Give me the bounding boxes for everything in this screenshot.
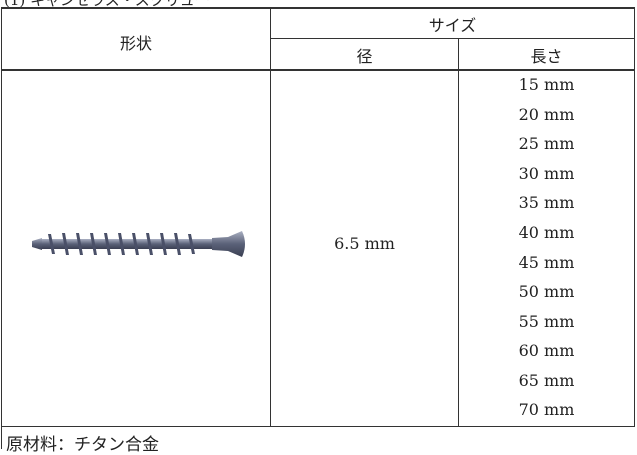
border <box>634 7 635 427</box>
border <box>1 426 635 427</box>
length-value: 40 mm <box>518 222 575 242</box>
length-value: 60 mm <box>518 341 575 361</box>
length-value: 25 mm <box>518 134 575 154</box>
header-diameter: 径 <box>356 47 373 66</box>
length-value: 55 mm <box>518 311 575 331</box>
header-size: サイズ <box>428 16 477 35</box>
length-value: 70 mm <box>518 400 575 420</box>
diameter-value: 6.5 mm <box>334 234 395 253</box>
section-title: (1) キャンセラス・スクリュー <box>4 0 210 9</box>
border <box>1 7 635 9</box>
screw-image <box>32 231 245 257</box>
length-value: 35 mm <box>518 193 575 213</box>
border <box>270 7 271 427</box>
border <box>1 7 2 449</box>
header-shape: 形状 <box>119 34 152 53</box>
length-value: 65 mm <box>518 370 575 390</box>
length-value: 20 mm <box>518 104 575 124</box>
length-value: 30 mm <box>518 163 575 183</box>
border <box>270 38 635 39</box>
border <box>458 38 459 427</box>
border <box>1 69 635 71</box>
length-value: 45 mm <box>518 252 575 272</box>
length-value: 15 mm <box>518 75 575 94</box>
length-value: 50 mm <box>518 282 575 302</box>
header-length: 長さ <box>530 47 563 66</box>
material: 原材料：チタン合金 <box>6 435 159 455</box>
